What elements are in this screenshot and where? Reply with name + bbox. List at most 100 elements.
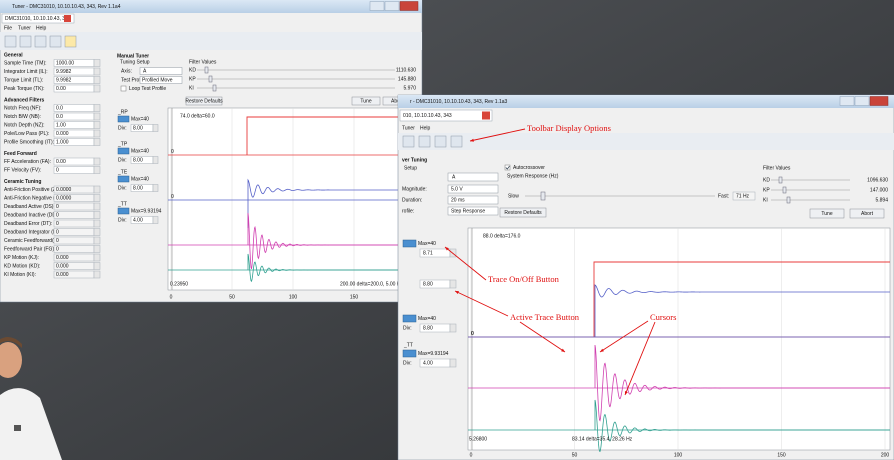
slider-thumb[interactable] (212, 84, 217, 92)
spinner[interactable] (93, 84, 101, 93)
input-box[interactable] (447, 206, 499, 216)
slider-thumb[interactable] (778, 176, 783, 184)
spinner[interactable] (93, 270, 101, 279)
spinner[interactable] (93, 185, 101, 194)
spinner[interactable] (152, 216, 159, 224)
spinner[interactable] (93, 228, 101, 236)
slider-thumb[interactable] (540, 191, 546, 201)
trace-toggle[interactable] (117, 115, 130, 123)
spinner[interactable] (152, 184, 159, 192)
menu-item[interactable]: Tuner (402, 125, 415, 131)
spinner[interactable] (93, 67, 101, 76)
spinner[interactable] (93, 253, 101, 262)
spinner[interactable] (93, 138, 101, 146)
input-box[interactable] (53, 236, 95, 245)
trace-toggle[interactable] (117, 147, 130, 155)
spinner[interactable] (93, 112, 101, 121)
button[interactable] (499, 207, 547, 218)
dropdown[interactable] (139, 76, 183, 84)
close-button[interactable] (399, 1, 419, 11)
button-label[interactable]: Tune (821, 211, 832, 217)
button-label[interactable]: Abort (861, 211, 874, 217)
toolbar-icon[interactable] (19, 35, 32, 48)
slider-thumb[interactable] (786, 196, 791, 204)
tab[interactable] (1, 13, 75, 24)
close-button[interactable] (869, 96, 889, 106)
button[interactable] (351, 96, 381, 106)
spinner[interactable] (93, 129, 101, 138)
button-label[interactable]: Restore Defaults (504, 210, 542, 216)
button[interactable] (849, 208, 885, 219)
toolbar-icon[interactable] (49, 35, 62, 48)
slider-thumb[interactable] (782, 186, 787, 194)
dropdown-value[interactable]: A (452, 174, 456, 180)
tab-close[interactable] (64, 15, 71, 22)
maximize-button[interactable] (384, 1, 400, 11)
spinner[interactable] (93, 211, 101, 219)
spinner[interactable] (93, 104, 101, 112)
checkbox-label[interactable]: Autocrossover (513, 165, 545, 171)
menu-item[interactable]: Help (420, 125, 431, 131)
dropdown-value[interactable]: Profiled Move (142, 77, 173, 83)
maximize-button[interactable] (854, 96, 870, 106)
slider-thumb[interactable] (208, 75, 213, 83)
input-box[interactable] (53, 166, 95, 174)
button-label[interactable]: Abort (391, 98, 404, 104)
spinner[interactable] (93, 76, 101, 84)
dropdown[interactable] (139, 67, 183, 75)
trace-toggle[interactable] (402, 239, 417, 248)
input-box[interactable] (447, 195, 499, 205)
spinner[interactable] (93, 157, 101, 166)
checkbox[interactable] (504, 164, 511, 171)
button[interactable] (809, 208, 845, 219)
input-box[interactable] (53, 245, 95, 253)
button-label[interactable]: Tune (360, 98, 371, 104)
spinner[interactable] (449, 358, 457, 368)
toolbar-icon[interactable] (434, 135, 447, 148)
spinner[interactable] (93, 245, 101, 253)
tab-label[interactable]: DMC31010, 10.10.10.43, 343 (5, 16, 71, 22)
tab[interactable] (399, 109, 493, 122)
trace-toggle[interactable] (117, 175, 130, 183)
input-box[interactable] (53, 219, 95, 228)
checkbox[interactable] (120, 85, 127, 92)
spinner[interactable] (449, 323, 457, 333)
slider-thumb[interactable] (204, 66, 209, 74)
trace-toggle[interactable] (402, 349, 417, 358)
spinner[interactable] (93, 166, 101, 174)
minimize-button[interactable] (839, 96, 855, 106)
trace-toggle[interactable] (117, 207, 130, 215)
input-box[interactable] (53, 228, 95, 236)
tab-label[interactable]: 010, 10.10.10.43, 343 (403, 113, 452, 119)
toolbar-icon[interactable] (4, 35, 17, 48)
toolbar-icon[interactable] (450, 135, 463, 148)
trace-toggle[interactable] (402, 314, 417, 323)
minimize-button[interactable] (369, 1, 385, 11)
spinner[interactable] (93, 219, 101, 228)
checkbox-label[interactable]: Loop Test Profile (129, 86, 166, 92)
menu-item[interactable]: Tuner (18, 25, 31, 31)
spinner[interactable] (152, 156, 159, 164)
menu-item[interactable]: Help (36, 25, 47, 31)
button[interactable] (185, 96, 223, 106)
dropdown[interactable] (447, 172, 499, 182)
toolbar-icon[interactable] (402, 135, 415, 148)
spinner[interactable] (93, 59, 101, 67)
spinner[interactable] (93, 121, 101, 129)
toolbar-icon[interactable] (64, 35, 77, 48)
spinner[interactable] (93, 194, 101, 202)
menu-item[interactable]: File (4, 25, 12, 31)
button-label[interactable]: Restore Defaults (185, 98, 223, 104)
spinner[interactable] (93, 236, 101, 245)
spinner[interactable] (152, 124, 159, 132)
input-box[interactable] (447, 184, 499, 194)
spinner[interactable] (93, 202, 101, 211)
toolbar-icon[interactable] (418, 135, 431, 148)
spinner[interactable] (93, 262, 101, 270)
spinner[interactable] (449, 279, 457, 289)
dropdown-value[interactable]: A (143, 68, 147, 74)
input-box[interactable] (53, 211, 95, 219)
tab-close[interactable] (482, 111, 490, 120)
toolbar-icon[interactable] (34, 35, 47, 48)
input-box[interactable] (53, 202, 95, 211)
